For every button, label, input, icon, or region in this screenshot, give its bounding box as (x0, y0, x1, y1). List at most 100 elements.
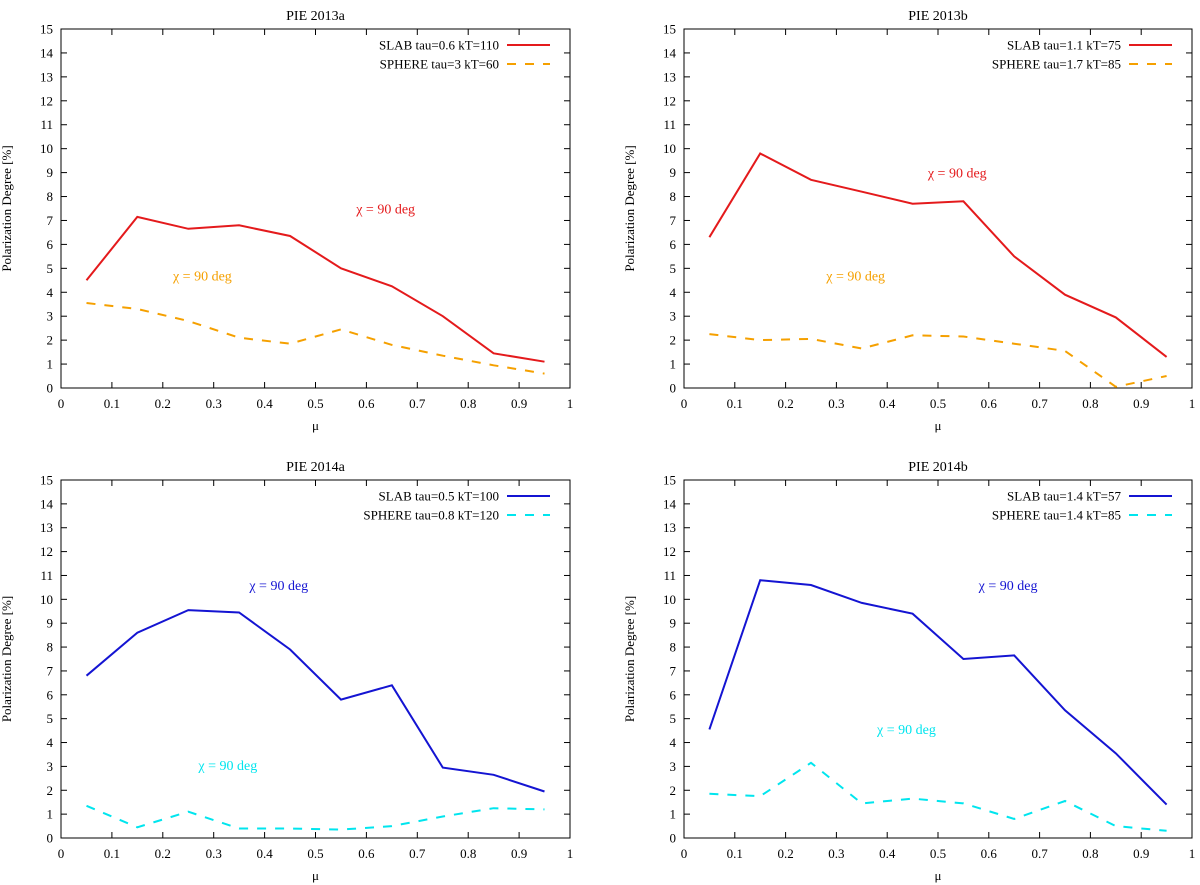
x-tick-label: 0.9 (1133, 396, 1149, 411)
x-tick-label: 0.3 (828, 396, 844, 411)
y-tick-label: 7 (670, 663, 677, 678)
y-tick-label: 13 (40, 69, 53, 84)
chi-annotation: χ = 90 deg (197, 759, 257, 774)
x-tick-label: 0.4 (256, 846, 273, 861)
y-tick-label: 12 (40, 544, 53, 559)
y-tick-label: 4 (47, 285, 54, 300)
x-tick-label: 0.1 (727, 396, 743, 411)
legend-label: SLAB tau=0.6 kT=110 (379, 38, 499, 53)
chi-annotation: χ = 90 deg (172, 269, 232, 284)
plot-frame (683, 479, 1193, 839)
y-tick-label: 6 (670, 237, 677, 252)
y-tick-label: 2 (670, 333, 677, 348)
x-tick-label: 0 (58, 846, 65, 861)
y-tick-label: 1 (47, 807, 54, 822)
y-tick-label: 0 (47, 381, 54, 396)
x-axis-label: μ (312, 418, 319, 433)
y-tick-label: 0 (47, 831, 54, 846)
x-tick-label: 0.4 (256, 396, 273, 411)
y-tick-label: 12 (40, 93, 53, 108)
y-tick-label: 14 (40, 496, 54, 511)
x-tick-label: 1 (1189, 396, 1196, 411)
y-tick-label: 11 (663, 568, 676, 583)
chi-annotation: χ = 90 deg (825, 269, 885, 284)
chi-annotation: χ = 90 deg (978, 579, 1038, 594)
x-tick-label: 0.9 (1133, 846, 1149, 861)
y-tick-label: 10 (40, 592, 53, 607)
legend-label: SPHERE tau=0.8 kT=120 (363, 508, 499, 523)
y-tick-label: 15 (40, 473, 53, 488)
chi-annotation: χ = 90 deg (876, 723, 936, 738)
x-tick-label: 0.2 (777, 396, 793, 411)
y-tick-label: 5 (670, 711, 677, 726)
y-tick-label: 15 (663, 22, 676, 37)
x-tick-label: 0.9 (511, 846, 527, 861)
x-tick-label: 0.2 (777, 846, 793, 861)
y-tick-label: 9 (47, 165, 54, 180)
chi-annotation: χ = 90 deg (927, 166, 987, 181)
x-tick-label: 0.7 (409, 396, 426, 411)
y-axis-label: Polarization Degree [%] (622, 596, 637, 722)
y-tick-label: 10 (663, 592, 676, 607)
x-tick-label: 0.9 (511, 396, 527, 411)
x-tick-label: 0.7 (1031, 846, 1048, 861)
legend-label: SLAB tau=1.4 kT=57 (1007, 489, 1121, 504)
x-axis-label: μ (935, 868, 942, 883)
x-tick-label: 0.4 (879, 396, 896, 411)
y-tick-label: 0 (670, 831, 677, 846)
y-tick-label: 8 (670, 640, 677, 655)
y-tick-label: 14 (40, 45, 54, 60)
x-tick-label: 0 (681, 846, 688, 861)
y-tick-label: 14 (663, 496, 677, 511)
y-tick-label: 9 (47, 616, 54, 631)
x-axis-label: μ (312, 868, 319, 883)
y-tick-label: 11 (40, 568, 53, 583)
y-axis-label: Polarization Degree [%] (0, 145, 14, 271)
y-tick-label: 10 (40, 141, 53, 156)
plot-frame (60, 479, 571, 839)
x-tick-label: 0.4 (879, 846, 896, 861)
x-tick-label: 0.2 (155, 396, 171, 411)
x-tick-label: 0.6 (358, 846, 375, 861)
y-tick-label: 2 (670, 783, 677, 798)
series-line-sphere (709, 761, 1167, 832)
x-tick-label: 0.7 (1031, 396, 1048, 411)
x-tick-label: 0.3 (206, 396, 222, 411)
y-tick-label: 13 (663, 520, 676, 535)
y-tick-label: 7 (47, 213, 54, 228)
x-tick-label: 0.6 (981, 846, 998, 861)
x-tick-label: 0.1 (104, 396, 120, 411)
y-axis-label: Polarization Degree [%] (0, 596, 14, 722)
y-tick-label: 13 (40, 520, 53, 535)
y-tick-label: 2 (47, 783, 54, 798)
y-tick-label: 3 (670, 309, 677, 324)
y-tick-label: 9 (670, 165, 677, 180)
y-tick-label: 8 (47, 189, 54, 204)
series-line-slab (708, 579, 1168, 806)
x-tick-label: 0.6 (358, 396, 375, 411)
x-tick-label: 0.8 (1082, 846, 1098, 861)
y-tick-label: 3 (670, 759, 677, 774)
x-tick-label: 0.3 (828, 846, 844, 861)
y-tick-label: 5 (670, 261, 677, 276)
y-axis-label: Polarization Degree [%] (622, 145, 637, 271)
y-tick-label: 11 (663, 117, 676, 132)
y-tick-label: 5 (47, 711, 54, 726)
x-axis-label: μ (935, 418, 942, 433)
chart-title: PIE 2014a (286, 460, 346, 475)
y-tick-label: 4 (670, 285, 677, 300)
plot-frame (60, 28, 571, 389)
y-tick-label: 14 (663, 45, 677, 60)
y-tick-label: 8 (670, 189, 677, 204)
y-tick-label: 12 (663, 93, 676, 108)
x-tick-label: 0.7 (409, 846, 426, 861)
y-tick-label: 9 (670, 616, 677, 631)
series-line-slab (708, 152, 1168, 358)
x-tick-label: 0.5 (307, 846, 323, 861)
series-line-slab (85, 215, 545, 363)
x-tick-label: 0.5 (930, 396, 946, 411)
y-tick-label: 1 (47, 357, 54, 372)
plot-frame (683, 28, 1193, 389)
